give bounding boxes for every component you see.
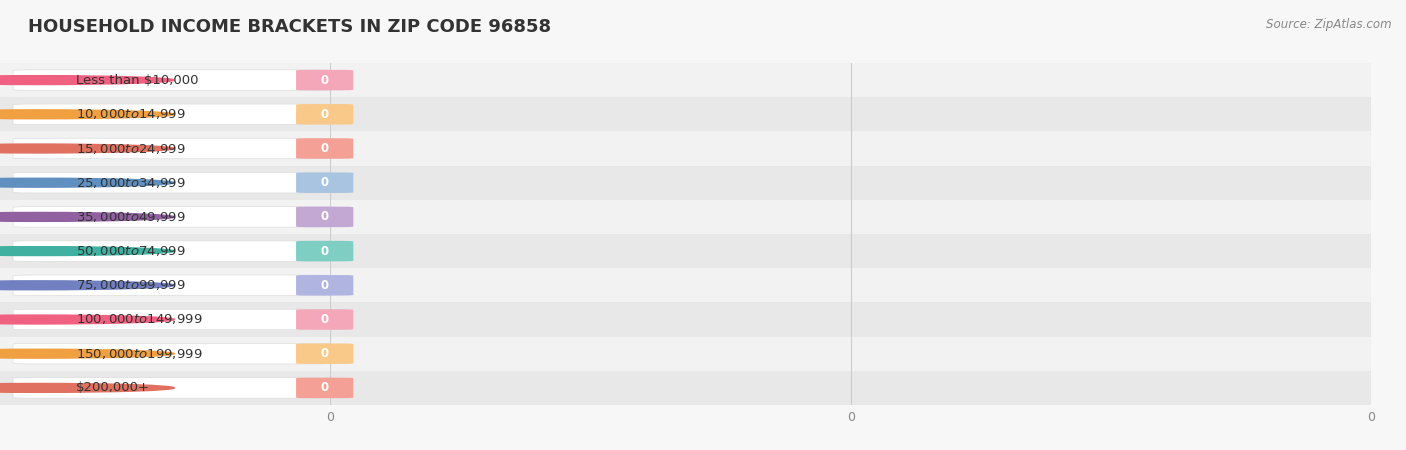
FancyBboxPatch shape xyxy=(297,275,353,296)
Text: 0: 0 xyxy=(321,347,329,360)
Bar xyxy=(330,63,1371,97)
Circle shape xyxy=(0,110,174,119)
Text: 0: 0 xyxy=(321,279,329,292)
Bar xyxy=(0,371,330,405)
FancyBboxPatch shape xyxy=(297,172,353,193)
Circle shape xyxy=(0,178,174,187)
Circle shape xyxy=(0,247,174,256)
FancyBboxPatch shape xyxy=(297,378,353,398)
FancyBboxPatch shape xyxy=(297,104,353,125)
FancyBboxPatch shape xyxy=(13,104,330,125)
Text: 0: 0 xyxy=(321,382,329,394)
Circle shape xyxy=(0,315,174,324)
FancyBboxPatch shape xyxy=(13,138,330,159)
Bar xyxy=(0,131,330,166)
FancyBboxPatch shape xyxy=(13,172,330,193)
Text: $25,000 to $34,999: $25,000 to $34,999 xyxy=(76,176,186,190)
Bar xyxy=(330,200,1371,234)
Text: $50,000 to $74,999: $50,000 to $74,999 xyxy=(76,244,186,258)
Circle shape xyxy=(0,349,174,358)
Text: $35,000 to $49,999: $35,000 to $49,999 xyxy=(76,210,186,224)
FancyBboxPatch shape xyxy=(13,275,330,296)
Bar xyxy=(0,302,330,337)
Bar xyxy=(330,131,1371,166)
FancyBboxPatch shape xyxy=(297,241,353,261)
Bar xyxy=(0,337,330,371)
Text: Source: ZipAtlas.com: Source: ZipAtlas.com xyxy=(1267,18,1392,31)
FancyBboxPatch shape xyxy=(13,343,330,364)
Text: $10,000 to $14,999: $10,000 to $14,999 xyxy=(76,107,186,122)
Circle shape xyxy=(0,144,174,153)
Text: $15,000 to $24,999: $15,000 to $24,999 xyxy=(76,141,186,156)
Text: $100,000 to $149,999: $100,000 to $149,999 xyxy=(76,312,202,327)
Circle shape xyxy=(0,212,174,221)
Bar xyxy=(330,268,1371,302)
Text: Less than $10,000: Less than $10,000 xyxy=(76,74,198,86)
FancyBboxPatch shape xyxy=(297,207,353,227)
Text: $150,000 to $199,999: $150,000 to $199,999 xyxy=(76,346,202,361)
FancyBboxPatch shape xyxy=(13,241,330,261)
Text: 0: 0 xyxy=(321,211,329,223)
FancyBboxPatch shape xyxy=(297,70,353,90)
Bar xyxy=(0,234,330,268)
FancyBboxPatch shape xyxy=(297,343,353,364)
Bar xyxy=(330,371,1371,405)
Text: HOUSEHOLD INCOME BRACKETS IN ZIP CODE 96858: HOUSEHOLD INCOME BRACKETS IN ZIP CODE 96… xyxy=(28,18,551,36)
Bar xyxy=(330,337,1371,371)
Bar xyxy=(0,166,330,200)
Bar xyxy=(0,268,330,302)
Text: 0: 0 xyxy=(321,108,329,121)
FancyBboxPatch shape xyxy=(13,309,330,330)
Bar xyxy=(0,63,330,97)
FancyBboxPatch shape xyxy=(297,138,353,159)
Bar xyxy=(330,302,1371,337)
Circle shape xyxy=(0,76,174,85)
Text: 0: 0 xyxy=(321,142,329,155)
Text: $200,000+: $200,000+ xyxy=(76,382,149,394)
Circle shape xyxy=(0,383,174,392)
Text: 0: 0 xyxy=(321,74,329,86)
Text: 0: 0 xyxy=(321,245,329,257)
FancyBboxPatch shape xyxy=(297,309,353,330)
Circle shape xyxy=(0,281,174,290)
Bar xyxy=(330,234,1371,268)
Text: 0: 0 xyxy=(321,176,329,189)
Bar xyxy=(330,166,1371,200)
FancyBboxPatch shape xyxy=(13,207,330,227)
Bar xyxy=(0,200,330,234)
Text: $75,000 to $99,999: $75,000 to $99,999 xyxy=(76,278,186,293)
FancyBboxPatch shape xyxy=(13,378,330,398)
Bar xyxy=(330,97,1371,131)
FancyBboxPatch shape xyxy=(13,70,330,90)
Text: 0: 0 xyxy=(321,313,329,326)
Bar xyxy=(0,97,330,131)
